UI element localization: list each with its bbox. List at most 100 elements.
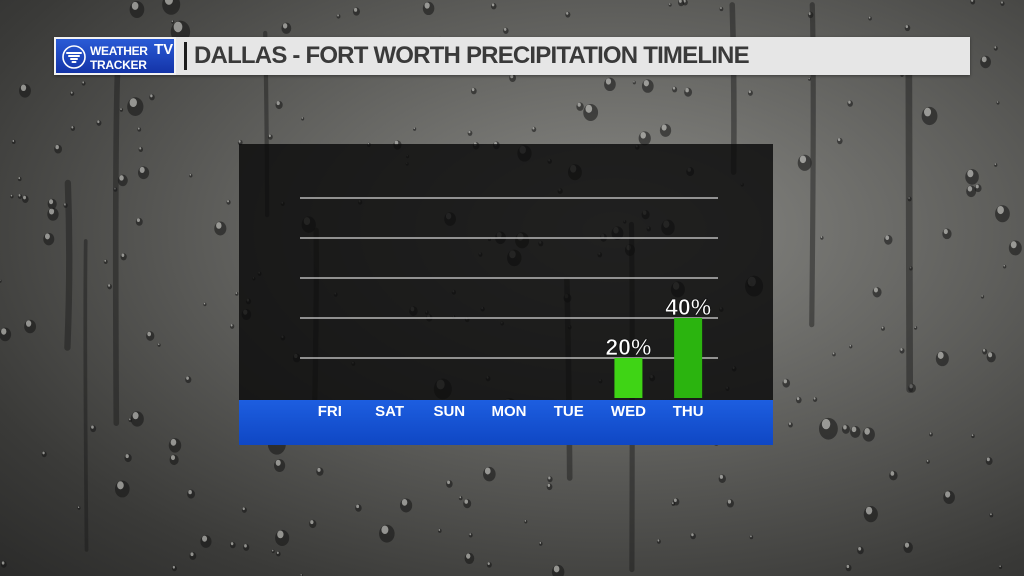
raindrop [200, 535, 212, 548]
raindrop [982, 348, 988, 355]
raindrop [503, 27, 509, 34]
raindrop [235, 292, 239, 296]
logo-text-tv: TV [154, 41, 174, 58]
tick-label-thu: THU [673, 403, 704, 420]
raindrop [884, 234, 893, 245]
tick-label-mon: MON [492, 403, 527, 420]
raindrop [458, 496, 463, 501]
raindrop [146, 331, 155, 341]
raindrop [226, 199, 231, 205]
raindrop [668, 3, 672, 7]
raindrop [832, 352, 836, 357]
raindrop [107, 283, 113, 290]
raindrop [1008, 240, 1022, 256]
raindrop [749, 535, 754, 540]
raindrop [117, 174, 128, 187]
tick-label-wed: WED [611, 403, 646, 420]
bar-wed [614, 358, 643, 398]
tick-label-sat: SAT [375, 403, 404, 420]
raindrop [399, 498, 413, 513]
raindrop [275, 100, 283, 110]
raindrop [943, 490, 955, 505]
tornado-icon [62, 45, 86, 69]
raindrop [379, 524, 395, 543]
raindrop [719, 6, 724, 12]
raindrop [468, 533, 473, 538]
raindrop [547, 476, 553, 483]
raindrop [909, 266, 913, 271]
raindrop [243, 543, 250, 551]
raindrop [172, 565, 177, 572]
raindrop [187, 489, 196, 499]
raindrop [463, 499, 472, 509]
raindrop [422, 1, 435, 16]
raindrop [857, 546, 864, 555]
raindrop [229, 323, 235, 329]
raindrop [718, 474, 726, 483]
rain-streak [905, 70, 914, 393]
raindrop [546, 483, 553, 491]
raindrop [138, 146, 144, 153]
raindrop [863, 505, 878, 523]
raindrop [483, 466, 496, 482]
raindrop [446, 480, 453, 488]
raindrop [130, 411, 144, 427]
raindrop [921, 106, 938, 126]
raindrop [808, 77, 812, 81]
raindrop [47, 207, 59, 221]
raindrop [230, 541, 236, 549]
raindrop [471, 87, 477, 95]
raindrop [63, 203, 68, 208]
raindrop [797, 154, 812, 171]
raindrop [300, 573, 304, 576]
raindrop [994, 163, 998, 167]
rain-streak [809, 2, 816, 328]
raindrop [671, 501, 676, 507]
raindrop [54, 144, 63, 154]
raindrop [90, 425, 97, 433]
rain-streak [64, 179, 73, 351]
raindrop [929, 432, 933, 437]
raindrop [490, 3, 497, 10]
raindrop [565, 11, 571, 18]
raindrop [309, 519, 317, 529]
raindrop [43, 232, 55, 246]
raindrop [820, 235, 824, 240]
raindrop [70, 91, 75, 96]
raindrop [70, 125, 76, 131]
raindrop [149, 94, 155, 101]
raindrop [531, 126, 537, 133]
raindrop [684, 87, 693, 97]
raindrop [185, 376, 192, 384]
raindrop [899, 347, 905, 354]
raindrop [241, 507, 247, 513]
raindrop [970, 0, 976, 5]
raindrop [103, 259, 108, 265]
raindrop [237, 139, 243, 146]
raindrop [845, 564, 852, 572]
raindrop [17, 176, 22, 182]
raindrop [203, 302, 207, 307]
raindrop [974, 184, 982, 193]
raindrop [162, 0, 181, 15]
raindrop [81, 81, 86, 86]
raindrop [996, 101, 1000, 105]
raindrop [41, 451, 47, 458]
raindrop [0, 327, 12, 342]
raindrop [119, 108, 124, 112]
raindrop [903, 541, 913, 553]
raindrop [942, 228, 952, 240]
raindrop [509, 74, 517, 82]
raindrop [413, 127, 417, 131]
raindrop [129, 1, 145, 18]
raindrop [171, 20, 175, 24]
raindrop [841, 424, 850, 434]
raindrop [19, 83, 31, 98]
raindrop [850, 425, 861, 438]
raindrop [782, 378, 791, 388]
raindrop [24, 319, 37, 334]
raindrop [189, 552, 197, 560]
rain-streak [112, 63, 121, 426]
bar-thu [674, 318, 703, 398]
